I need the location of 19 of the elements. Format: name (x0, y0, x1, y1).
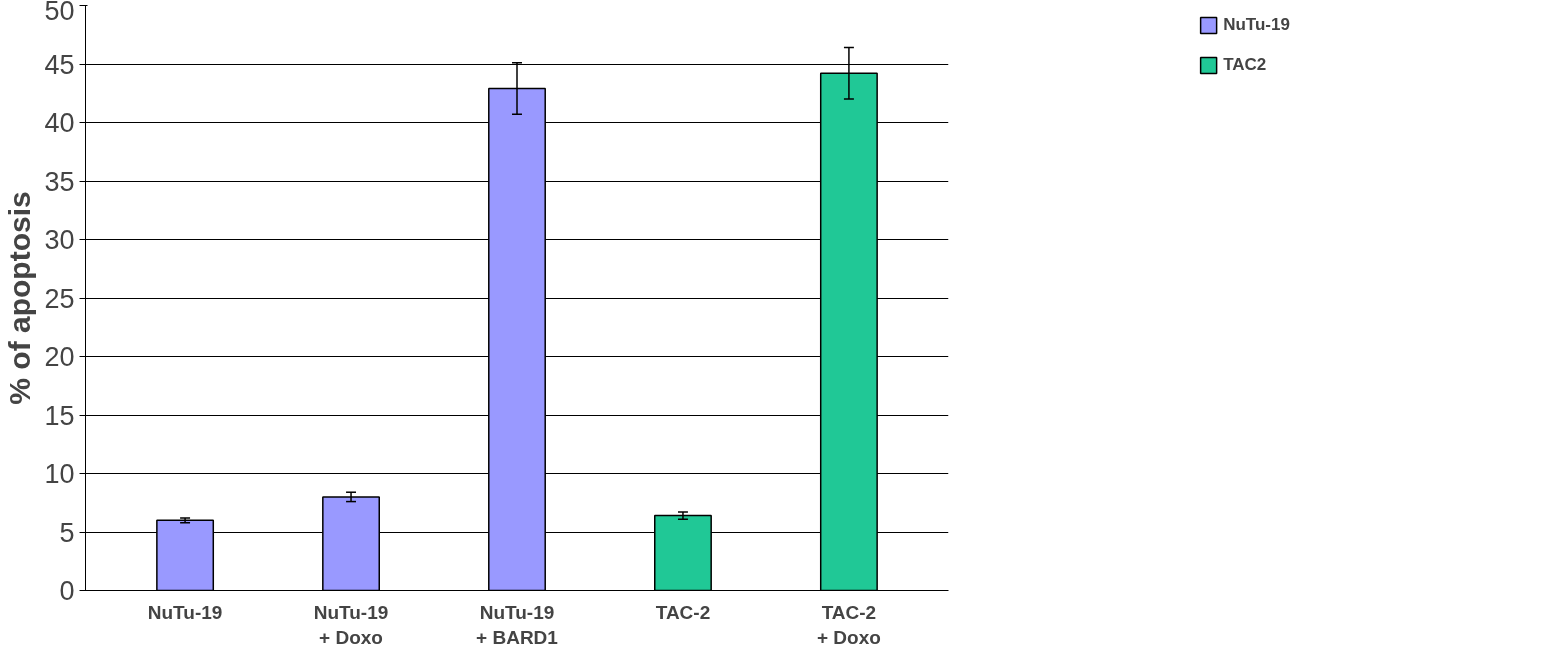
x-tick-label: NuTu-19 (147, 601, 223, 623)
y-axis-title: % of apoptosis (3, 191, 37, 405)
x-tick-label: NuTu-19 + Doxo (313, 601, 389, 648)
x-tick-label: TAC-2 (655, 601, 711, 623)
y-tick-label: 5 (59, 517, 75, 548)
y-tick-label: 0 (59, 576, 75, 606)
y-tick-label: 45 (44, 49, 75, 80)
y-tick-label: 10 (44, 459, 75, 489)
y-tick-label: 35 (44, 166, 75, 197)
y-tick-label: 20 (44, 342, 75, 372)
y-tick-label: 15 (44, 400, 75, 431)
y-tick-label: 40 (44, 108, 75, 138)
x-tick-label: NuTu-19 + BARD1 (476, 601, 559, 648)
y-tick-label: 25 (44, 283, 75, 314)
y-tick-label: 50 (44, 0, 75, 26)
legend-label: TAC2 (1223, 55, 1267, 75)
x-tick-label: TAC-2 + Doxo (816, 601, 881, 648)
legend-label: NuTu-19 (1223, 15, 1290, 35)
y-tick-label: 30 (44, 225, 75, 255)
